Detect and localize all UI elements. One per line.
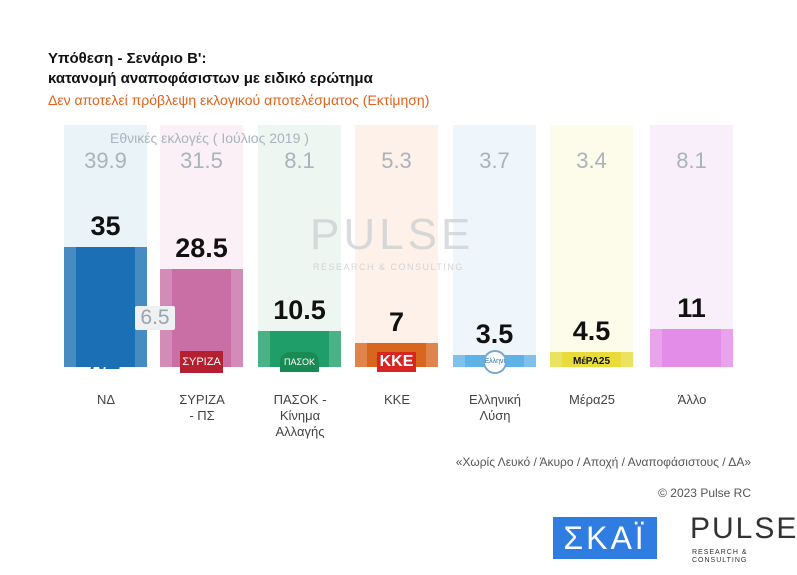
bar-edge [453, 355, 465, 367]
party-logo-text: ΜέΡΑ25 [572, 356, 611, 367]
party-logo-text: ΣΥΡΙΖΑ [180, 351, 223, 373]
value-label: 3.5 [475, 319, 514, 349]
category-label: Μέρα25 [569, 392, 615, 407]
column-background [258, 125, 341, 367]
bar [160, 269, 243, 367]
chart-title-line1: Υπόθεση - Σενάριο Β': [48, 50, 207, 67]
previous-value-label: 3.4 [576, 148, 607, 173]
category-label: ΣΥΡΙΖΑ - ΠΣ [179, 392, 225, 423]
previous-value-label: 3.7 [479, 148, 510, 173]
column-background [650, 125, 733, 367]
bar-edge [355, 343, 367, 367]
bar [550, 351, 633, 367]
previous-value-label: 39.9 [84, 148, 127, 173]
pulse-watermark: PULSE [310, 210, 475, 259]
category-label: ΠΑΣΟΚ - Κίνημα Αλλαγής [273, 392, 327, 439]
previous-value-label: 5.3 [381, 148, 412, 173]
chart-title-line2: κατανομή αναποφάσιστων με ειδικό ερώτημα [48, 70, 373, 87]
value-label: 10.5 [273, 295, 326, 325]
bar-edge [621, 351, 633, 367]
value-label: 11 [677, 293, 706, 324]
party-logo-text: ΚΚΕ [376, 352, 417, 372]
pulse-watermark-tagline: RESEARCH & CONSULTING [313, 262, 464, 272]
previous-value-label: 8.1 [676, 148, 707, 173]
value-label: 7 [388, 307, 405, 337]
bar [64, 247, 147, 367]
value-label: 28.5 [175, 233, 228, 264]
previous-value-label: 31.5 [180, 148, 223, 173]
party-logo: ΜέΡΑ25 [550, 350, 633, 374]
column-background [453, 125, 536, 367]
skai-logo: ΣΚΑΪ [553, 517, 657, 559]
value-label: 35 [90, 211, 121, 241]
bar-edge [64, 247, 76, 367]
party-logo-text: ΝΔ [90, 349, 121, 374]
pulse-logo: PULSE [690, 512, 797, 545]
party-logo: ΠΑΣΟΚ [258, 350, 341, 374]
party-logo-text: ΠΑΣΟΚ [279, 352, 320, 372]
party-logo: Ελληνική Λύση [453, 350, 536, 374]
party-logo-text: Ελληνική Λύση [482, 350, 507, 374]
previous-value-label: 8.1 [284, 148, 315, 173]
column-background [550, 125, 633, 367]
bar-edge [258, 331, 270, 367]
category-label: ΚΚΕ [383, 392, 410, 407]
party-logo: ΚΚΕ [355, 350, 438, 374]
gap-label: 6.5 [135, 306, 175, 330]
category-label: Ελληνική Λύση [468, 392, 522, 423]
bar-edge [550, 351, 562, 367]
bar [650, 329, 733, 367]
bar-edge [329, 331, 341, 367]
bar-edge [426, 343, 438, 367]
column-background [355, 125, 438, 367]
chart-subtitle: Δεν αποτελεί πρόβλεψη εκλογικού αποτελέσ… [48, 92, 430, 108]
category-label: ΝΔ [96, 392, 116, 407]
category-label: Άλλο [677, 392, 707, 407]
value-label: 4.5 [572, 315, 611, 346]
previous-election-label: Εθνικές εκλογές ( Ιούλιος 2019 ) [110, 130, 309, 146]
copyright: © 2023 Pulse RC [658, 486, 751, 500]
pulse-logo-tagline: RESEARCH & CONSULTING [692, 549, 748, 564]
bar-edge [524, 355, 536, 367]
party-logo: ΣΥΡΙΖΑ [160, 350, 243, 374]
party-logo: ΝΔ [64, 350, 147, 374]
bar-edge [231, 269, 243, 367]
footnote: «Χωρίς Λευκό / Άκυρο / Αποχή / Αναποφάσι… [455, 455, 751, 469]
bar-edge [650, 329, 662, 367]
bar-edge [721, 329, 733, 367]
